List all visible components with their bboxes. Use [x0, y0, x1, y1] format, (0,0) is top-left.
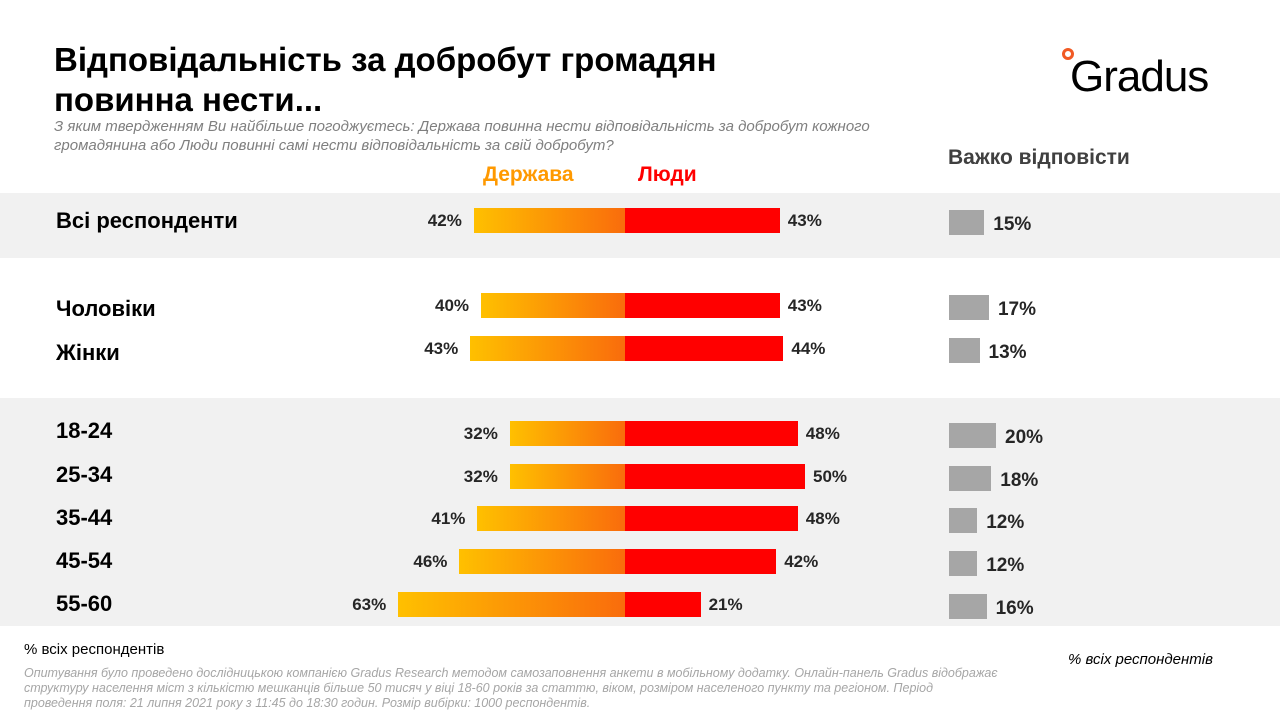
value-state: 32% [463, 467, 498, 486]
bar-hard [949, 210, 985, 235]
value-people: 44% [791, 339, 826, 358]
bar-state [470, 336, 625, 361]
question-text: З яким твердженням Ви найбільше погоджує… [54, 118, 870, 154]
value-people: 48% [805, 424, 840, 443]
value-people: 50% [813, 467, 848, 486]
bar-hard [949, 594, 987, 619]
bar-state [481, 293, 625, 318]
legend-people: Люди [638, 163, 697, 186]
bar-people [625, 336, 784, 361]
row-label: Всі респонденти [56, 208, 238, 233]
value-people: 43% [787, 296, 822, 315]
bar-state [398, 592, 625, 617]
value-state: 63% [352, 595, 387, 614]
bar-people [625, 506, 798, 531]
value-hard: 17% [997, 299, 1036, 320]
bar-state [459, 549, 625, 574]
note-left: % всіх респондентів [24, 641, 165, 658]
bar-state [509, 464, 625, 489]
legend-hard: Важко відповісти [948, 146, 1130, 169]
bar-hard [949, 466, 992, 491]
value-hard: 12% [986, 512, 1025, 533]
value-state: 43% [424, 339, 459, 358]
logo-dot-icon [1062, 48, 1074, 60]
value-state: 40% [435, 296, 470, 315]
value-people: 43% [787, 211, 822, 230]
bar-people [625, 208, 780, 233]
value-hard: 16% [995, 598, 1034, 619]
bar-people [625, 549, 777, 574]
value-state: 42% [427, 211, 462, 230]
value-hard: 18% [1000, 470, 1039, 491]
footer-methodology: Опитування було проведено дослідницькою … [24, 666, 998, 710]
row-label: 55-60 [56, 591, 113, 616]
value-hard: 13% [988, 342, 1027, 363]
bar-state [473, 208, 625, 233]
bar-hard [949, 551, 978, 576]
bar-people [625, 293, 780, 318]
bar-state [477, 506, 625, 531]
value-people: 21% [708, 595, 743, 614]
value-hard: 20% [1005, 427, 1044, 448]
bar-state [509, 421, 625, 446]
row-label: 45-54 [56, 548, 113, 573]
gradus-logo: Gradus [1062, 44, 1242, 104]
row-label: 18-24 [56, 418, 113, 443]
bar-hard [949, 423, 996, 448]
bar-hard [949, 338, 980, 363]
bar-people [625, 464, 805, 489]
value-state: 32% [463, 424, 498, 443]
bar-people [625, 421, 798, 446]
row-label: Жінки [56, 340, 120, 365]
legend-state: Держава [483, 163, 574, 186]
row-label: 25-34 [56, 462, 113, 487]
row-label: Чоловіки [56, 296, 156, 321]
bar-hard [949, 295, 989, 320]
value-state: 41% [431, 509, 466, 528]
value-hard: 15% [993, 214, 1032, 235]
value-state: 46% [413, 552, 448, 571]
value-people: 48% [805, 509, 840, 528]
bar-hard [949, 508, 978, 533]
value-hard: 12% [986, 555, 1025, 576]
note-right: % всіх респондентів [1068, 651, 1213, 668]
page-title: Відповідальність за добробут громадян по… [54, 41, 717, 118]
row-label: 35-44 [56, 505, 113, 530]
value-people: 42% [784, 552, 819, 571]
bar-people [625, 592, 701, 617]
